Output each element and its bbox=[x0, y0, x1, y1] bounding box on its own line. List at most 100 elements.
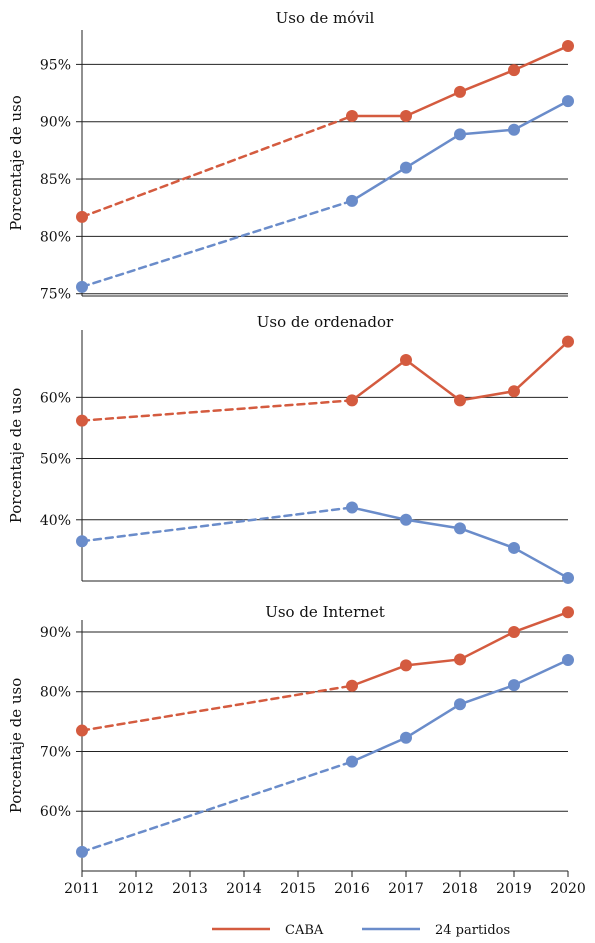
data-point bbox=[562, 40, 574, 53]
series-segment bbox=[404, 133, 462, 169]
y-tick-label: 75% bbox=[40, 287, 71, 303]
data-point bbox=[346, 679, 358, 692]
data-point bbox=[562, 335, 574, 348]
data-point bbox=[454, 394, 466, 407]
series-caba bbox=[76, 40, 574, 223]
y-tick-label: 80% bbox=[40, 685, 71, 701]
series-segment bbox=[404, 90, 462, 118]
y-tick-label: 40% bbox=[40, 513, 71, 529]
data-point bbox=[454, 653, 466, 666]
x-tick-label: 2014 bbox=[226, 881, 262, 897]
series-segment bbox=[404, 703, 462, 739]
series-segment bbox=[458, 683, 516, 706]
data-point bbox=[508, 123, 520, 136]
data-point bbox=[508, 679, 520, 692]
data-point bbox=[562, 571, 574, 584]
series-segment bbox=[458, 128, 516, 136]
series-segment-dashed bbox=[80, 506, 354, 543]
series-segment bbox=[512, 610, 570, 634]
y-tick-label: 70% bbox=[40, 744, 71, 760]
data-point bbox=[454, 522, 466, 535]
series-segment-dashed bbox=[80, 684, 354, 732]
data-point bbox=[346, 394, 358, 407]
series-caba bbox=[76, 335, 574, 427]
panel-title: Uso de Internet bbox=[265, 603, 385, 621]
x-tick-label: 2016 bbox=[334, 881, 370, 897]
data-point bbox=[76, 535, 88, 548]
data-point bbox=[346, 501, 358, 514]
y-axis-label: Porcentaje de uso bbox=[7, 95, 25, 231]
data-point bbox=[508, 541, 520, 554]
series-24-partidos bbox=[76, 501, 574, 584]
series-segment bbox=[350, 166, 408, 203]
data-point bbox=[454, 128, 466, 141]
y-tick-label: 95% bbox=[40, 57, 71, 73]
series-segment-dashed bbox=[80, 114, 354, 219]
series-segment bbox=[458, 630, 516, 661]
series-segment-dashed bbox=[80, 760, 354, 854]
series-segment bbox=[350, 358, 408, 402]
y-axis-label: Porcentaje de uso bbox=[7, 388, 25, 524]
data-point bbox=[76, 845, 88, 858]
data-point bbox=[400, 731, 412, 744]
x-tick-label: 2011 bbox=[64, 881, 100, 897]
series-segment bbox=[350, 664, 408, 687]
x-tick-label: 2020 bbox=[550, 881, 586, 897]
series-segment bbox=[458, 527, 516, 550]
series-segment bbox=[512, 340, 570, 393]
data-point bbox=[508, 385, 520, 398]
x-tick-label: 2018 bbox=[442, 881, 478, 897]
series-segment bbox=[404, 518, 462, 530]
y-tick-label: 90% bbox=[40, 625, 71, 641]
series-caba bbox=[76, 606, 574, 737]
panel-title: Uso de móvil bbox=[276, 9, 375, 27]
y-axis-label: Porcentaje de uso bbox=[7, 678, 25, 814]
y-tick-label: 50% bbox=[40, 452, 71, 468]
data-point bbox=[76, 724, 88, 737]
data-point bbox=[400, 513, 412, 526]
x-tick-label: 2015 bbox=[280, 881, 316, 897]
data-point bbox=[454, 85, 466, 98]
data-point bbox=[346, 194, 358, 207]
x-tick-label: 2017 bbox=[388, 881, 424, 897]
series-segment bbox=[404, 358, 462, 402]
series-segment-dashed bbox=[80, 399, 354, 422]
legend-label: 24 partidos bbox=[435, 923, 510, 938]
data-point bbox=[400, 161, 412, 174]
x-tick-label: 2012 bbox=[118, 881, 154, 897]
data-point bbox=[76, 210, 88, 223]
data-point bbox=[400, 353, 412, 366]
series-segment bbox=[512, 99, 570, 131]
series-segment bbox=[512, 546, 570, 580]
y-tick-label: 90% bbox=[40, 115, 71, 131]
series-segment bbox=[350, 736, 408, 763]
legend: CABA 24 partidos bbox=[212, 923, 510, 938]
series-segment bbox=[350, 506, 408, 522]
data-point bbox=[454, 698, 466, 711]
series-segment bbox=[512, 44, 570, 72]
data-point bbox=[562, 606, 574, 619]
panel-title: Uso de ordenador bbox=[257, 313, 394, 331]
y-tick-label: 60% bbox=[40, 390, 71, 406]
data-point bbox=[346, 755, 358, 768]
series-24-partidos bbox=[76, 654, 574, 858]
series-segment bbox=[404, 658, 462, 667]
chart-panel-2: Uso de ordenador 40% 50% 60% Porcentaje de u… bbox=[7, 313, 574, 584]
x-tick-label: 2013 bbox=[172, 881, 208, 897]
data-point bbox=[562, 95, 574, 108]
data-point bbox=[400, 109, 412, 122]
legend-label: CABA bbox=[285, 923, 324, 938]
data-point bbox=[562, 654, 574, 667]
chart-panel-1: Uso de móvil 75% 80% 85% 90% 95% Porcentaje de… bbox=[7, 9, 574, 303]
series-segment bbox=[458, 389, 516, 402]
y-tick-label: 60% bbox=[40, 804, 71, 820]
data-point bbox=[346, 109, 358, 122]
y-tick-label: 85% bbox=[40, 172, 71, 188]
chart-panel-3: Uso de Internet 60% 70% 80% 90% Porcentaje de… bbox=[7, 603, 574, 872]
data-point bbox=[508, 625, 520, 638]
series-24-partidos bbox=[76, 95, 574, 293]
y-tick-label: 80% bbox=[40, 229, 71, 245]
series-segment bbox=[458, 68, 516, 94]
